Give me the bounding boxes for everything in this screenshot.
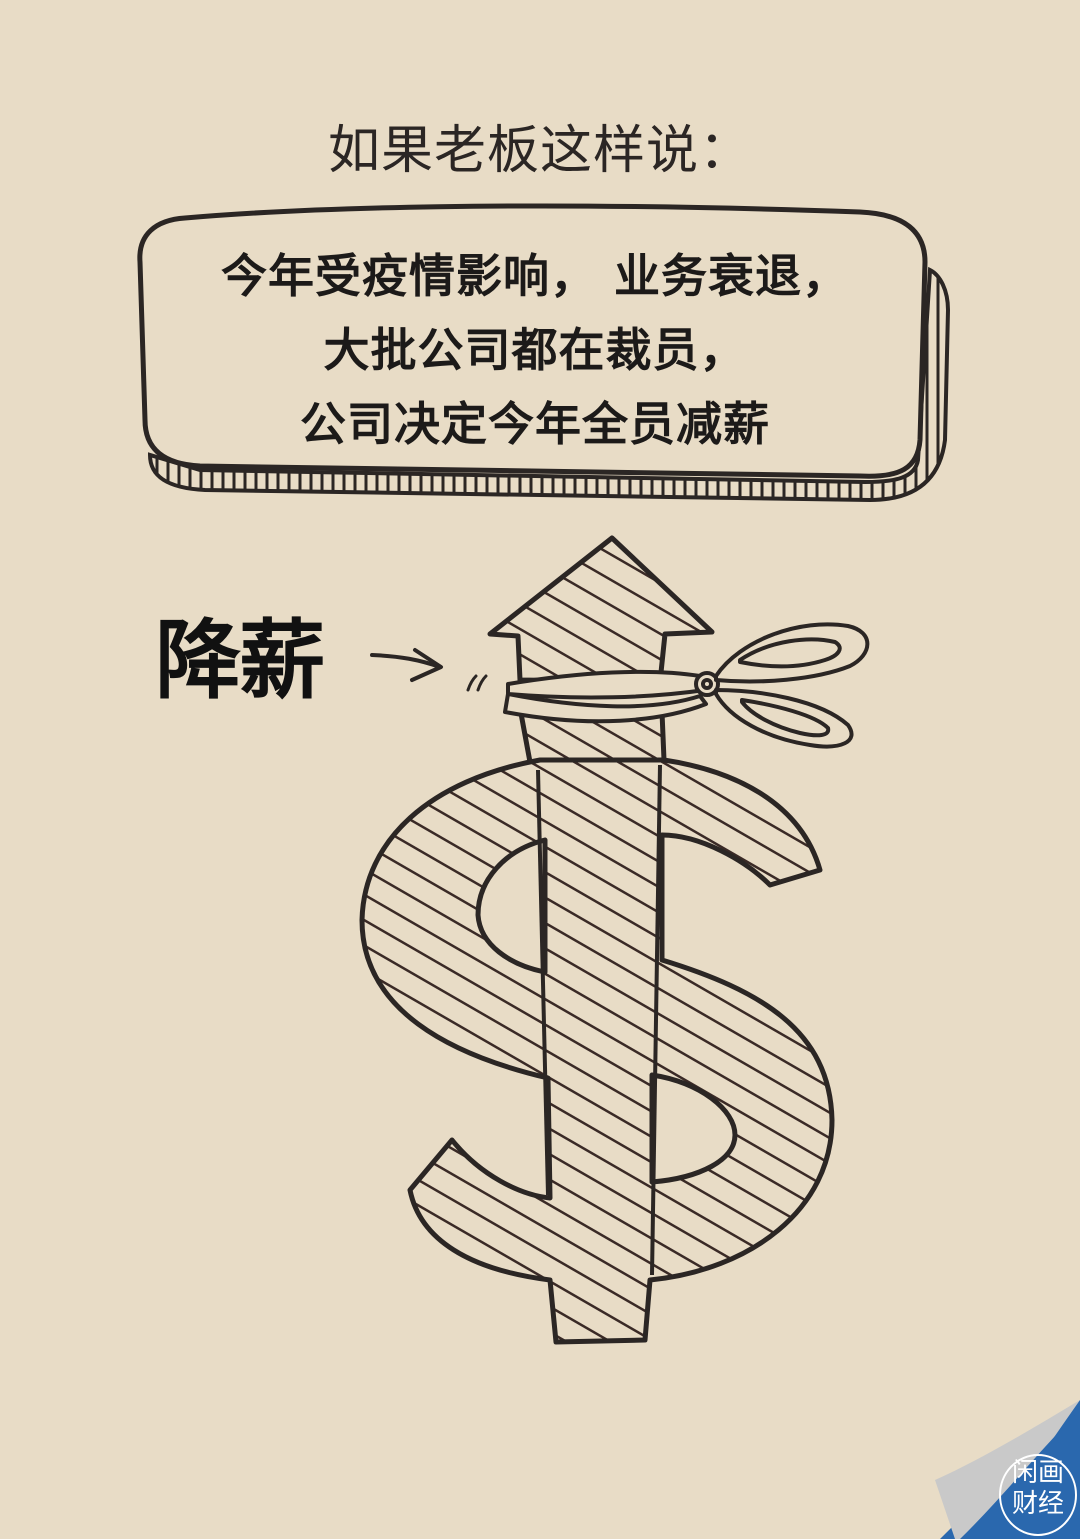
brand-badge-text: 闲画 财经 bbox=[1000, 1458, 1076, 1520]
pay-cut-label: 降薪 bbox=[155, 611, 325, 711]
scissors-icon bbox=[503, 622, 870, 749]
corner-badge bbox=[935, 1400, 1080, 1539]
bubble-line-3: 公司决定今年全员减薪 bbox=[300, 397, 770, 451]
page-heading: 如果老板这样说： bbox=[327, 121, 752, 181]
cut-motion-marks bbox=[466, 674, 488, 692]
dollar-arrow-icon bbox=[359, 535, 835, 1345]
pointer-arrow-icon bbox=[370, 648, 443, 682]
speech-bubble bbox=[137, 203, 951, 503]
bubble-rim bbox=[147, 266, 951, 503]
bubble-line-1: 今年受疫情影响， 业务衰退， bbox=[220, 249, 849, 303]
bubble-face bbox=[137, 203, 928, 479]
bubble-line-2: 大批公司都在裁员， bbox=[323, 323, 747, 377]
brand-badge-line-2: 财经 bbox=[1011, 1489, 1064, 1519]
brand-badge-line-1: 闲画 bbox=[1011, 1458, 1064, 1488]
